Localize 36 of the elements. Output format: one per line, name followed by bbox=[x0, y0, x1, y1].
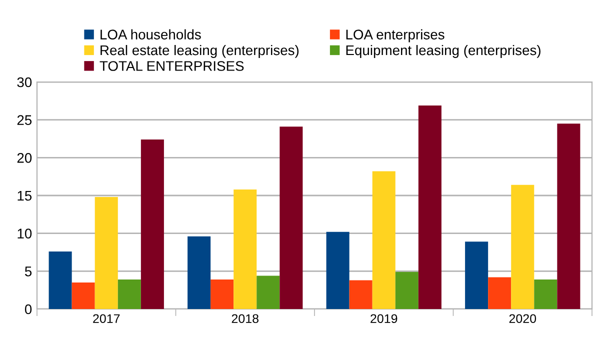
bar bbox=[557, 124, 580, 309]
bar bbox=[94, 197, 118, 309]
legend-label: Equipment leasing (enterprises) bbox=[346, 44, 540, 58]
bar bbox=[372, 171, 396, 309]
bar bbox=[188, 236, 211, 309]
y-tick-label: 15 bbox=[18, 190, 32, 201]
bar bbox=[118, 279, 141, 309]
y-tick-label: 10 bbox=[18, 228, 32, 239]
legend-label: LOA enterprises bbox=[346, 29, 444, 42]
x-tick-label: 2018 bbox=[232, 314, 258, 324]
bar bbox=[72, 282, 95, 309]
bar bbox=[326, 232, 350, 309]
bar bbox=[534, 279, 558, 309]
x-tick-label: 2019 bbox=[370, 314, 398, 324]
bar bbox=[465, 242, 488, 309]
x-tick-label: 2017 bbox=[93, 314, 120, 324]
y-tick-label: 5 bbox=[24, 266, 32, 276]
y-tick-label: 30 bbox=[17, 77, 32, 88]
bar bbox=[210, 279, 234, 309]
y-tick-label: 0 bbox=[24, 304, 32, 314]
y-tick-label: 25 bbox=[17, 115, 32, 126]
bar bbox=[234, 189, 257, 309]
y-tick-label: 20 bbox=[17, 153, 32, 163]
legend-label: TOTAL ENTERPRISES bbox=[100, 61, 244, 71]
legend-label: Real estate leasing (enterprises) bbox=[100, 44, 299, 58]
bar bbox=[395, 272, 418, 309]
bar bbox=[488, 277, 512, 309]
bar bbox=[280, 126, 303, 309]
legend-label: LOA households bbox=[100, 29, 201, 40]
x-tick-label: 2020 bbox=[509, 314, 536, 324]
bar bbox=[48, 251, 72, 309]
bar bbox=[140, 140, 164, 309]
bar bbox=[511, 184, 534, 309]
bar bbox=[418, 105, 442, 309]
bar bbox=[349, 280, 372, 309]
bar bbox=[256, 276, 280, 309]
